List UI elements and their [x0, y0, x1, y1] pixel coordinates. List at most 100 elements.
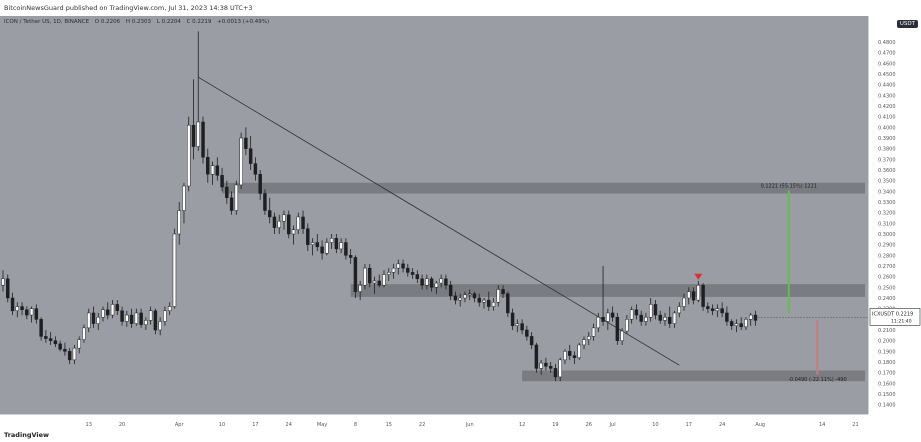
candle-body: [439, 278, 443, 284]
candle-body: [215, 165, 220, 176]
candle: [329, 234, 334, 249]
candle: [710, 304, 715, 316]
candle: [91, 306, 96, 328]
candle: [148, 306, 153, 325]
down-measure-bar: [816, 320, 819, 375]
price-tick-label: 0.3100: [878, 221, 896, 227]
candle-body: [320, 246, 324, 254]
candle-body: [687, 291, 691, 299]
candle: [725, 306, 729, 326]
time-axis[interactable]: 13 20 Apr 10 17 24 May 8 15 22 Jun 12 19 26 Jul 10 17 24 A…: [0, 414, 868, 429]
candle: [86, 308, 91, 333]
chart-panel[interactable]: 0.1221 (55.15%) 1221 -0.0490 (-22.11%) -4…: [0, 16, 868, 414]
candle-body: [244, 137, 248, 149]
candle: [20, 302, 24, 316]
candle: [525, 325, 529, 341]
candle: [701, 283, 705, 311]
price-tick-label: 0.2100: [878, 328, 896, 334]
candle-body: [267, 210, 272, 218]
candle: [477, 293, 481, 307]
candle: [544, 357, 548, 371]
candle-body: [720, 308, 724, 314]
time-axis-svg: 13 20 Apr 10 17 24 May 8 15 22 Jun 12 19 26 Jul 10 17 24 A…: [86, 422, 859, 428]
candle: [115, 300, 120, 316]
candle-body: [396, 263, 401, 269]
candle: [706, 302, 710, 313]
time-tick-label: 21: [852, 422, 858, 428]
candle-body: [491, 302, 496, 307]
price-tick-label: 0.3000: [878, 232, 896, 238]
time-tick-label: May: [317, 422, 327, 428]
candle: [482, 298, 486, 309]
price-tick-label: 0.3300: [878, 200, 896, 206]
candle-body: [448, 284, 453, 297]
candle: [187, 116, 191, 192]
legend-change: +0.0013 (+0.49%): [217, 19, 270, 25]
candle-body: [591, 327, 596, 337]
candle: [548, 362, 553, 373]
candle-body: [187, 124, 191, 187]
price-chart[interactable]: 0.1221 (55.15%) 1221 -0.0490 (-22.11%) -4…: [0, 16, 868, 414]
candle: [625, 315, 629, 335]
candle-body: [125, 314, 129, 322]
candle: [458, 293, 462, 307]
candle-body: [753, 314, 758, 321]
candle-body: [372, 280, 377, 284]
candle-body: [63, 348, 67, 352]
candle-body: [234, 184, 239, 211]
candle: [263, 189, 267, 215]
candle: [582, 336, 586, 350]
candle-body: [477, 297, 481, 303]
candle-body: [715, 308, 720, 312]
candle-body: [472, 293, 477, 299]
candle: [748, 312, 753, 326]
candle: [539, 359, 543, 375]
candle-body: [353, 257, 358, 292]
candle: [367, 263, 372, 288]
candle-body: [487, 299, 491, 307]
candle-body: [415, 274, 420, 280]
candle: [225, 180, 229, 205]
candle-body: [225, 186, 229, 198]
price-tick-label: 0.3200: [878, 211, 896, 217]
candle: [687, 287, 691, 305]
candle-body: [553, 368, 558, 378]
candle-body: [272, 216, 277, 228]
candle-body: [363, 267, 367, 286]
candle: [591, 323, 596, 341]
time-tick-label: Jul: [609, 422, 616, 428]
candle: [125, 310, 129, 327]
candle: [601, 266, 605, 326]
candle: [267, 197, 272, 224]
candle-body: [601, 316, 605, 322]
candle: [334, 234, 339, 254]
symbol-legend: ICON / Tether US, 1D, BINANCE O 0.2206 H…: [4, 19, 273, 25]
candle-body: [548, 366, 553, 369]
candle-body: [639, 314, 643, 322]
time-tick-label: 26: [586, 422, 592, 428]
legend-symbol: ICON / Tether US, 1D, BINANCE: [4, 19, 90, 25]
candle-body: [696, 284, 701, 301]
candle-body: [729, 321, 734, 326]
candle-body: [453, 295, 458, 301]
support-zone: [522, 370, 865, 382]
candle-body: [672, 312, 677, 324]
candle: [425, 274, 429, 290]
candle: [729, 319, 734, 330]
candle: [644, 312, 648, 326]
time-tick-label: 12: [519, 422, 525, 428]
time-tick-label: Jun: [465, 422, 474, 428]
candle-body: [344, 242, 348, 256]
price-tick-label: 0.2700: [878, 264, 896, 270]
candle: [182, 182, 186, 224]
candle-body: [382, 274, 386, 286]
candle: [439, 274, 443, 288]
price-axis[interactable]: 0.1400 0.1500 0.1600 0.1700 0.1800 0.1900 0.20…: [868, 16, 921, 414]
up-measure-bar: [787, 190, 790, 313]
candle: [339, 238, 343, 254]
currency-button[interactable]: USDT: [896, 20, 918, 28]
candle: [53, 336, 58, 348]
candle: [134, 308, 139, 326]
candle-body: [710, 308, 715, 312]
candle-body: [515, 323, 520, 326]
